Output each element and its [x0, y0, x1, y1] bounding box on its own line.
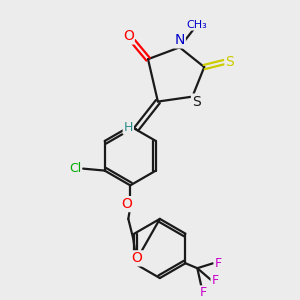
Text: S: S [192, 94, 201, 109]
Text: Cl: Cl [69, 162, 81, 175]
Text: N: N [174, 33, 185, 47]
Text: CH₃: CH₃ [186, 20, 207, 30]
Text: O: O [132, 251, 142, 265]
Text: O: O [121, 197, 132, 211]
Text: S: S [226, 55, 234, 69]
Text: F: F [212, 274, 219, 286]
Text: F: F [200, 286, 207, 299]
Text: H: H [124, 121, 133, 134]
Text: F: F [214, 257, 222, 270]
Text: O: O [123, 29, 134, 44]
